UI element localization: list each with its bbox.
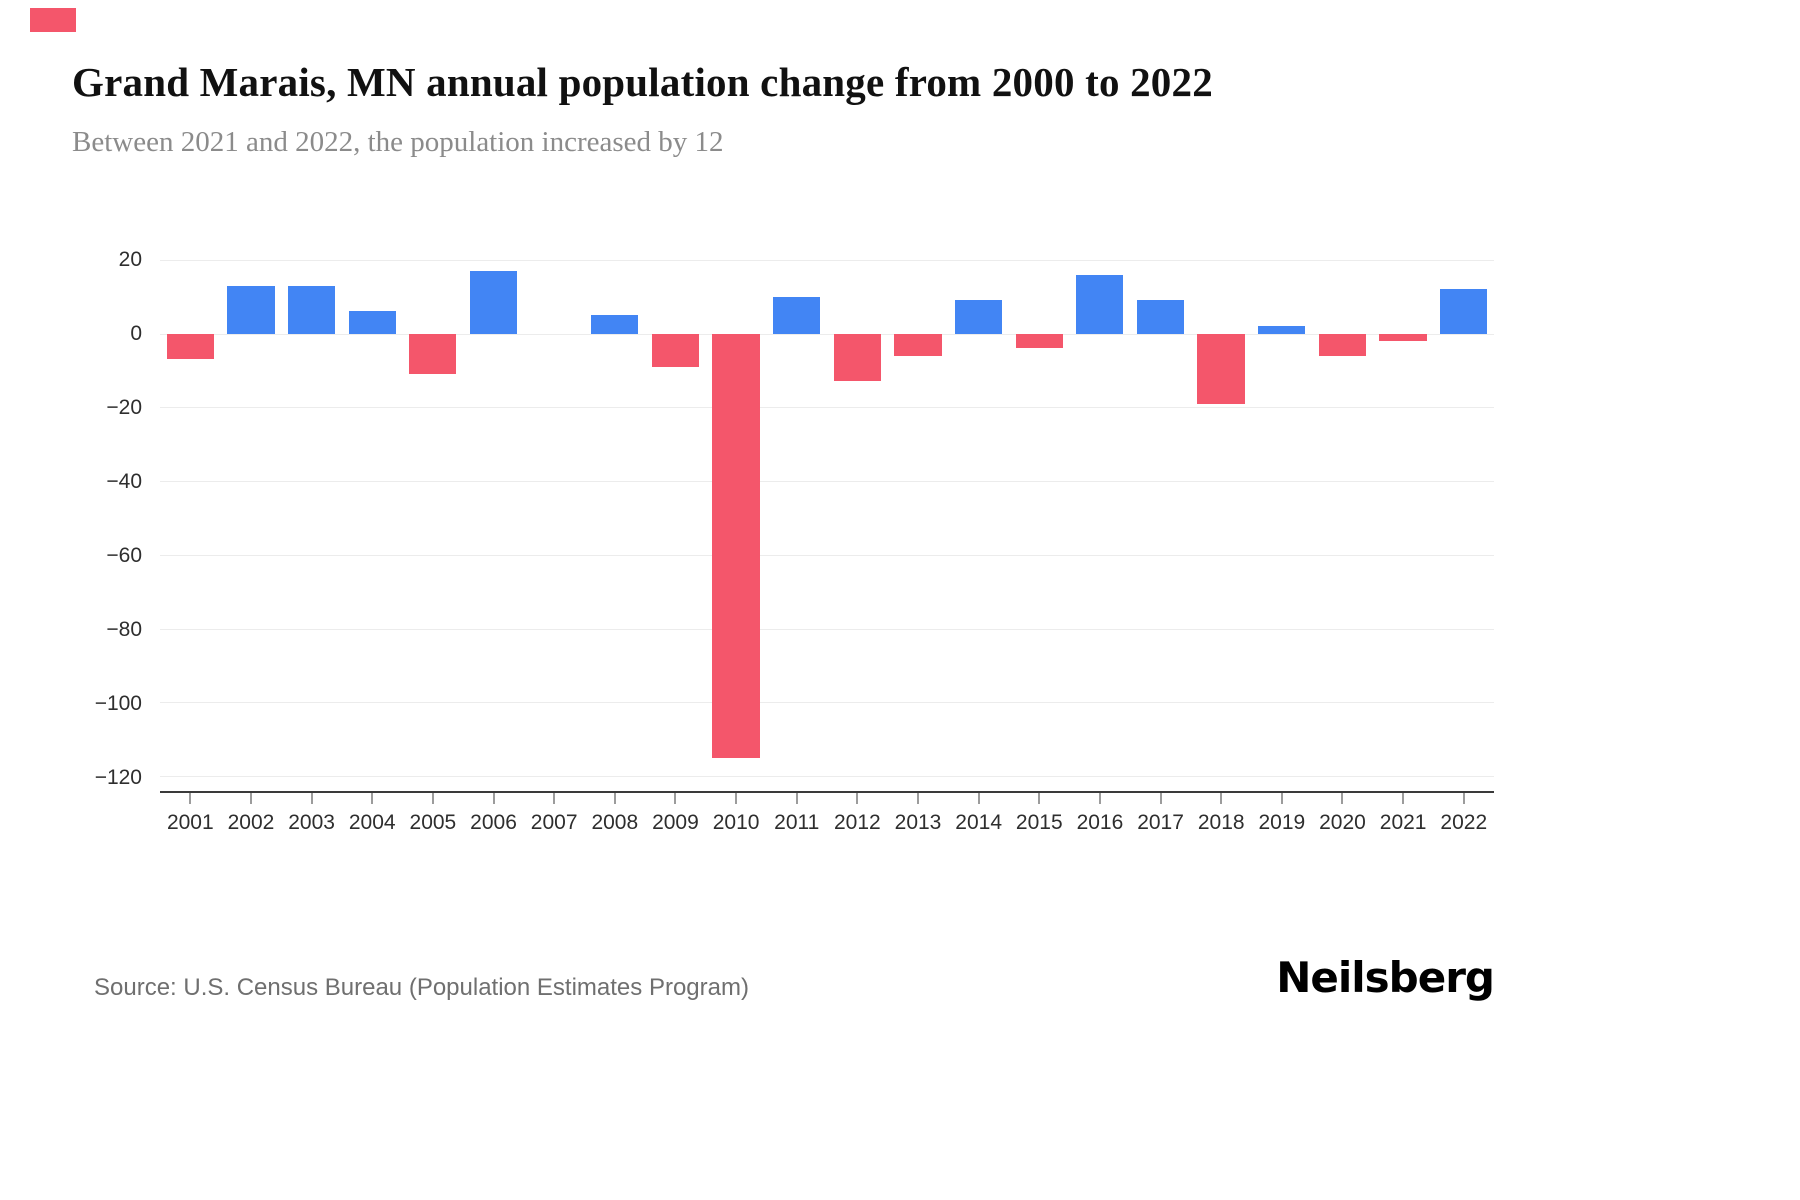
x-tick-label: 2005 <box>409 811 457 834</box>
x-tick-label: 2010 <box>712 811 760 834</box>
x-tick <box>978 791 980 804</box>
x-tick <box>432 791 434 804</box>
y-tick-label: −20 <box>106 395 142 419</box>
x-tick <box>796 791 798 804</box>
gridline <box>160 628 1494 630</box>
x-axis: 2001 2002 2003 2004 2005 2006 2007 2008 2009 2010… <box>72 811 1494 835</box>
y-tick-label: 20 <box>118 247 142 271</box>
gridline <box>160 776 1494 778</box>
x-tick <box>493 791 494 804</box>
x-tick <box>614 791 616 804</box>
bar-2008[interactable] <box>591 315 639 334</box>
x-tick-label: 2018 <box>1197 811 1245 834</box>
top-left-red-marker <box>30 8 76 32</box>
bar-2015[interactable] <box>1015 333 1063 349</box>
x-tick-label: 2012 <box>834 811 881 834</box>
bar-2005[interactable] <box>409 333 457 375</box>
x-tick-label: 2001 <box>166 811 214 834</box>
x-tick-label: 2003 <box>288 811 335 834</box>
x-tick <box>856 791 858 804</box>
x-tick-label: 2015 <box>1015 811 1063 834</box>
gridline <box>160 702 1494 704</box>
bar-2022[interactable] <box>1440 289 1488 334</box>
x-tick <box>311 791 313 804</box>
x-tick <box>1341 791 1343 804</box>
gridline <box>160 259 1494 261</box>
bar-2006[interactable] <box>469 270 518 334</box>
x-tick-label: 2007 <box>530 811 578 834</box>
bar-2010[interactable] <box>712 333 760 758</box>
y-tick-label: −40 <box>106 469 142 493</box>
x-tick <box>917 791 919 804</box>
x-tick-label: 2004 <box>348 811 396 834</box>
x-tick-label: 2022 <box>1440 811 1488 834</box>
bar-2001[interactable] <box>166 333 214 360</box>
x-tick <box>189 791 191 804</box>
y-axis: 20 0 −20 −40 −60 −80 −100 −120 <box>72 245 160 793</box>
bar-2014[interactable] <box>954 300 1003 334</box>
neilsberg-logo: Neilsberg <box>1276 953 1495 1002</box>
y-tick-label: −100 <box>94 692 142 716</box>
gridline <box>160 481 1494 483</box>
x-tick <box>1220 791 1222 804</box>
bar-2002[interactable] <box>227 285 275 334</box>
x-tick <box>1160 791 1161 804</box>
x-tick <box>371 791 373 804</box>
y-tick-label: 0 <box>130 321 142 345</box>
chart-subtitle: Between 2021 and 2022, the population in… <box>72 126 724 158</box>
bar-2018[interactable] <box>1197 333 1245 404</box>
bar-2003[interactable] <box>287 285 336 334</box>
x-tick-label: 2009 <box>652 811 699 834</box>
x-tick <box>674 791 676 804</box>
x-tick-label: 2011 <box>774 811 820 834</box>
x-tick <box>1402 791 1404 804</box>
zero-gridline <box>160 333 1494 335</box>
x-tick <box>1463 791 1465 804</box>
gridline <box>160 407 1494 409</box>
bar-2013[interactable] <box>894 333 942 356</box>
chart-footer: Source: U.S. Census Bureau (Population E… <box>72 953 1495 1002</box>
x-tick-label: 2013 <box>894 811 942 834</box>
x-tick <box>1099 791 1101 804</box>
x-tick <box>1281 791 1283 804</box>
x-tick-label: 2016 <box>1076 811 1124 834</box>
y-tick-label: −60 <box>106 544 142 568</box>
y-tick-label: −120 <box>94 766 142 790</box>
bar-2019[interactable] <box>1258 326 1306 334</box>
bar-2004[interactable] <box>348 311 396 334</box>
chart-title: Grand Marais, MN annual population chang… <box>72 59 1213 105</box>
x-tick <box>1038 791 1040 804</box>
x-tick-label: 2002 <box>227 811 275 834</box>
x-tick-label: 2019 <box>1258 811 1306 834</box>
source-text: Source: U.S. Census Bureau (Population E… <box>94 974 749 1001</box>
chart-page: Grand Marais, MN annual population chang… <box>72 0 1495 1002</box>
x-tick-label: 2008 <box>591 811 639 834</box>
bar-2012[interactable] <box>833 333 881 382</box>
x-tick-label: 2014 <box>955 811 1002 834</box>
bar-2021[interactable] <box>1379 333 1427 341</box>
x-tick <box>553 791 555 804</box>
plot-area <box>160 245 1494 804</box>
y-tick-label: −80 <box>106 618 142 642</box>
bar-2020[interactable] <box>1318 333 1367 356</box>
x-tick-label: 2021 <box>1379 811 1427 834</box>
x-tick-label: 2020 <box>1319 811 1366 834</box>
x-axis-labels: 2001 2002 2003 2004 2005 2006 2007 2008 2009 2010… <box>160 811 1494 835</box>
bar-2009[interactable] <box>651 333 700 367</box>
x-tick <box>735 791 737 804</box>
bar-2017[interactable] <box>1136 300 1185 334</box>
gridline <box>160 554 1494 556</box>
x-axis-spacer <box>72 811 160 835</box>
x-tick-label: 2017 <box>1137 811 1184 834</box>
x-tick <box>250 791 252 804</box>
bar-2011[interactable] <box>773 296 821 334</box>
bar-2016[interactable] <box>1076 274 1124 334</box>
x-tick-label: 2006 <box>470 811 517 834</box>
bar-chart: 20 0 −20 −40 −60 −80 −100 −120 <box>72 245 1494 804</box>
